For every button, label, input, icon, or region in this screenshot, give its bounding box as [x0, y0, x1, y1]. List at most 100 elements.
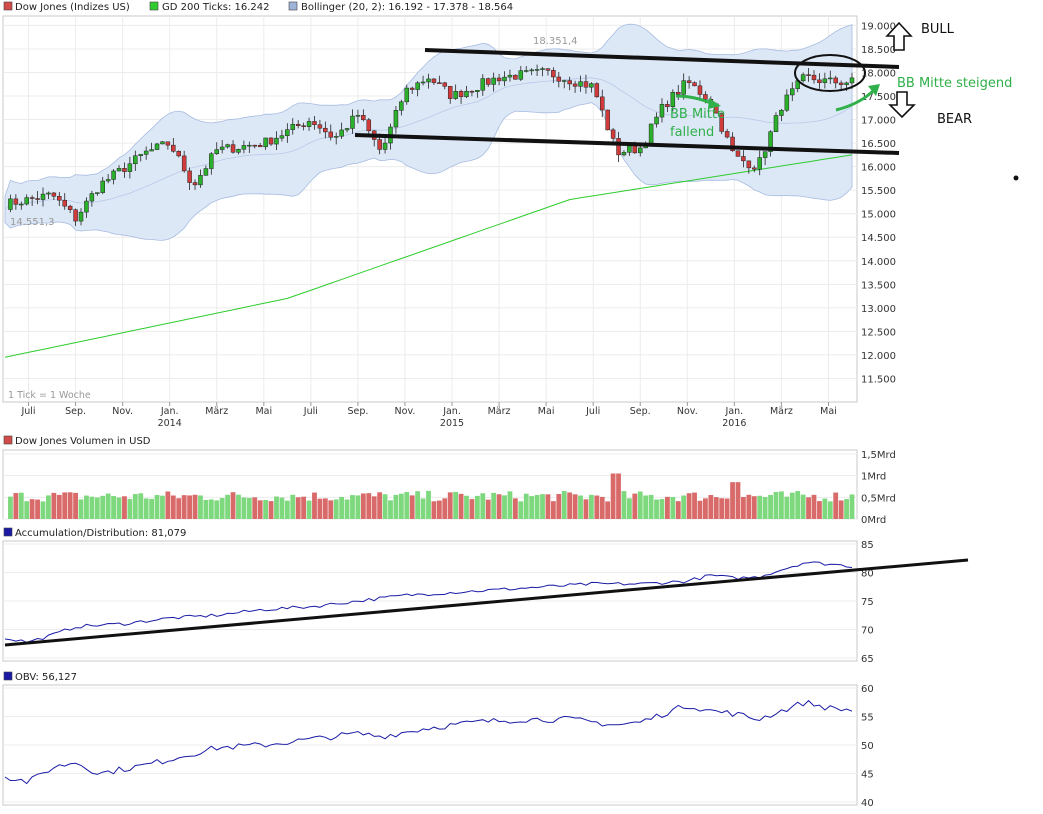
volume-bar — [257, 500, 263, 519]
price-x-tick-label: März — [770, 406, 793, 417]
volume-bar — [415, 491, 421, 519]
candle-body — [849, 77, 855, 84]
candle-body — [171, 144, 176, 152]
candle-body — [263, 137, 268, 148]
obv-legend: OBV: 56,127 — [3, 671, 77, 683]
volume-bar — [51, 492, 57, 519]
candle-body — [382, 142, 388, 150]
candle-body — [838, 82, 844, 85]
price-y-tick-label: 16.500 — [861, 139, 896, 150]
candle-body — [605, 109, 610, 131]
candle-body — [67, 205, 73, 210]
green-falling-arrow-icon — [675, 94, 721, 109]
bb-falling-label-2: fallend — [670, 125, 714, 140]
volume-bar — [621, 491, 627, 519]
candle-body — [84, 200, 89, 213]
volume-bar — [664, 496, 670, 519]
volume-bar — [692, 492, 697, 519]
candle-body — [252, 144, 258, 147]
candle-body — [393, 110, 399, 128]
candle-body — [534, 69, 540, 71]
candle-body — [741, 156, 746, 162]
volume-bar — [697, 500, 703, 519]
legend-bollinger-label: Bollinger (20, 2): 16.192 - 17.378 - 18.… — [301, 2, 513, 13]
volume-bar — [284, 500, 290, 519]
candle-body — [686, 80, 692, 83]
ad-y-tick-label: 75 — [861, 597, 874, 608]
price-y-tick-label: 19.000 — [861, 21, 896, 32]
candle-body — [589, 83, 594, 88]
volume-bar — [24, 501, 30, 519]
volume-bar — [290, 494, 296, 519]
volume-bar — [789, 492, 795, 519]
price-x-tick-label: Nov. — [677, 406, 698, 417]
price-y-tick-label: 17.500 — [861, 92, 896, 103]
volume-bar — [768, 494, 773, 519]
volume-bar — [453, 491, 459, 519]
candle-body — [420, 81, 426, 84]
bear-label: BEAR — [937, 112, 972, 127]
candle-body — [654, 116, 659, 125]
volume-bar — [219, 498, 225, 519]
ad-y-tick-label: 65 — [861, 654, 874, 665]
low-label: 14.551,3 — [10, 217, 55, 228]
candle-body — [160, 141, 165, 145]
candle-body — [143, 150, 149, 155]
candle-body — [73, 209, 78, 222]
volume-bar — [40, 501, 46, 519]
volume-bars — [8, 473, 855, 519]
volume-bar — [246, 497, 252, 519]
legend-swatch-dow — [3, 1, 13, 11]
candle-body — [491, 77, 496, 85]
volume-bar — [393, 494, 399, 519]
volume-bar — [350, 495, 355, 519]
legend-volume-label: Dow Jones Volumen in USD — [15, 436, 151, 447]
candle-body — [279, 135, 285, 139]
legend-swatch-gd200 — [149, 1, 159, 11]
candle-body — [187, 170, 192, 183]
volume-bar — [236, 494, 241, 519]
stray-dot — [1013, 175, 1019, 181]
volume-bar — [833, 492, 839, 519]
volume-bar — [105, 493, 111, 519]
candle-body — [268, 137, 274, 145]
candle-body — [100, 180, 105, 193]
upper-trendline — [424, 48, 900, 69]
volume-bar — [8, 496, 13, 519]
candle-body — [95, 192, 100, 194]
volume-bar — [360, 493, 366, 519]
candle-body — [149, 149, 154, 152]
volume-bar — [377, 492, 383, 519]
volume-bar — [751, 496, 757, 519]
volume-bar — [192, 494, 198, 519]
candle-body — [610, 129, 616, 139]
volume-bar — [556, 494, 562, 519]
price-y-tick-label: 11.500 — [861, 374, 896, 385]
volume-bar — [409, 495, 415, 519]
gd200-line — [4, 154, 853, 358]
volume-bar — [458, 493, 464, 519]
candle-body — [116, 168, 122, 172]
candle-body — [62, 199, 67, 207]
volume-bar — [730, 482, 735, 519]
candle-body — [323, 127, 328, 133]
candle-body — [203, 168, 209, 176]
volume-bar — [279, 497, 285, 519]
price-x-tick-label: Nov. — [395, 406, 416, 417]
bull-label: BULL — [921, 22, 955, 37]
volume-bar — [610, 473, 616, 519]
ad-y-tick-label: 80 — [861, 569, 874, 580]
candle-body — [230, 144, 236, 153]
volume-bar — [512, 498, 518, 519]
candle-body — [13, 198, 19, 205]
volume-bar — [523, 493, 529, 519]
volume-bar — [56, 494, 62, 519]
volume-bar — [404, 492, 410, 519]
candle-body — [648, 123, 654, 144]
volume-bar — [317, 498, 323, 519]
volume-bar — [583, 499, 589, 519]
volume-bar — [208, 499, 214, 519]
volume-bar — [165, 491, 171, 519]
volume-y-axis: 1,5Mrd 1Mrd 0,5Mrd 0Mrd — [861, 450, 896, 526]
